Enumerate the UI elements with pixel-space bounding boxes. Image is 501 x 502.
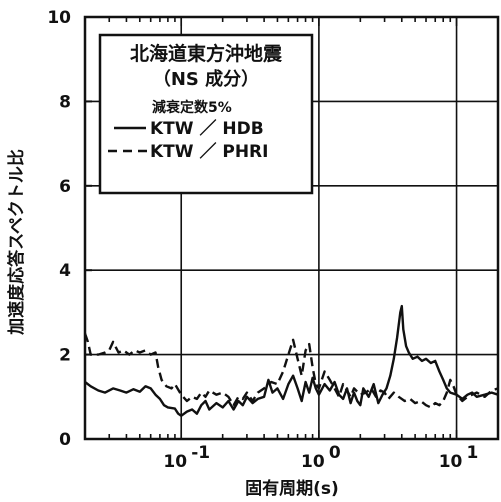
x-axis-label: 固有周期(s) xyxy=(245,478,339,499)
x-tick-label: 10 xyxy=(439,452,463,472)
chart-title: 北海道東方沖地震 xyxy=(130,42,283,65)
legend-label-ktw-hdb: KTW ／ HDB xyxy=(150,118,264,139)
x-tick-label: 10 xyxy=(301,452,325,472)
y-tick-label: 10 xyxy=(47,8,71,28)
series-line-ktw-phri xyxy=(83,333,499,409)
chart-subtitle: （NS 成分） xyxy=(153,68,259,90)
y-tick-label: 0 xyxy=(59,430,71,450)
y-tick-label: 4 xyxy=(59,261,71,281)
x-tick-exponent: 0 xyxy=(329,443,341,463)
x-tick-exponent: -1 xyxy=(191,443,210,463)
x-tick-label: 10 xyxy=(163,452,187,472)
x-tick-exponent: 1 xyxy=(467,443,479,463)
damping-note: 減衰定数5% xyxy=(152,99,232,116)
legend-box: 北海道東方沖地震 （NS 成分） 減衰定数5% KTW ／ HDB KTW ／ … xyxy=(98,33,314,195)
series-line-ktw-hdb xyxy=(84,304,499,417)
y-tick-label: 2 xyxy=(59,346,71,366)
plot-frame xyxy=(83,15,500,441)
y-tick-label: 8 xyxy=(59,92,71,112)
y-axis-label: 加速度応答スペクトル比 xyxy=(6,149,27,336)
y-tick-label: 6 xyxy=(59,177,71,197)
legend-label-ktw-phri: KTW ／ PHRI xyxy=(150,141,268,162)
series-group xyxy=(83,304,499,417)
legend-frame xyxy=(98,33,314,195)
